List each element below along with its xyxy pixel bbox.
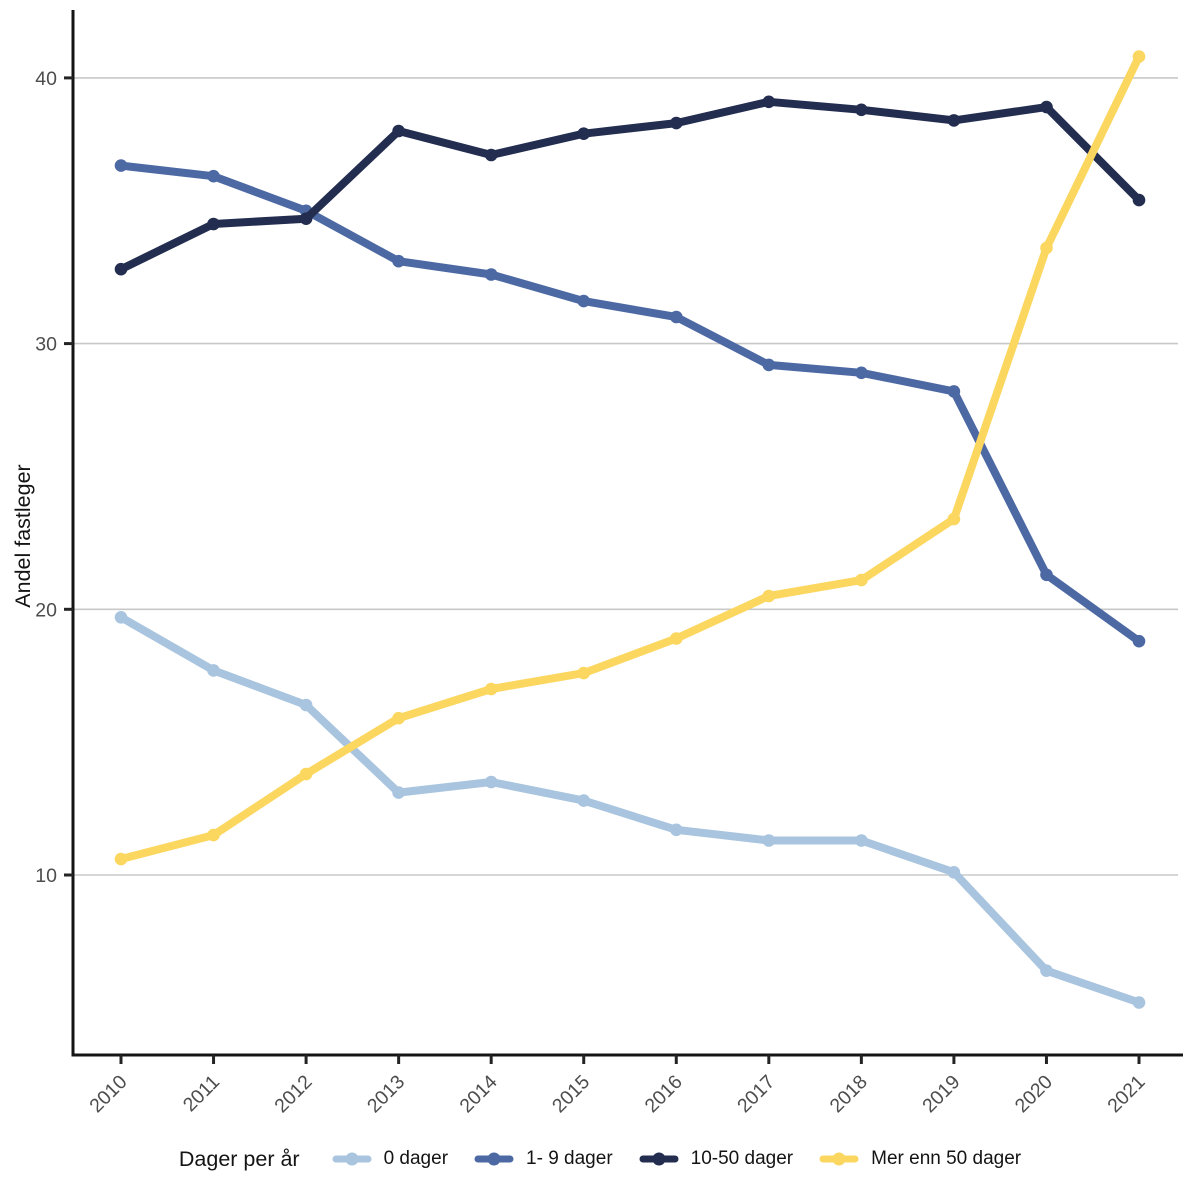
data-point-1-9-dager-2017 <box>762 358 776 372</box>
legend-items: 0 dager 1- 9 dager 10-50 dager Mer enn 50 d… <box>332 1148 1021 1170</box>
y-tick-label: 40 <box>35 68 57 90</box>
data-point-10-50-dager-2018 <box>855 103 868 117</box>
legend-label-10-50-dager: 10-50 dager <box>690 1148 794 1169</box>
data-point-0-dager-2013 <box>392 786 405 799</box>
data-point-10-50-dager-2017 <box>762 95 776 109</box>
legend-label-1-9-dager: 1- 9 dager <box>526 1148 613 1169</box>
data-point-1-9-dager-2014 <box>484 268 498 281</box>
legend-key-icon-10-50-dager <box>639 1152 679 1166</box>
legend-key-dot <box>345 1152 359 1166</box>
y-axis-title: Andel fastleger <box>11 464 35 607</box>
legend: Dager per år 0 dager 1- 9 dager 10-50 dage… <box>0 1118 1200 1200</box>
x-tick-label: 2018 <box>826 1071 872 1117</box>
legend-key-icon-0-dager <box>332 1152 372 1166</box>
legend-item-mer-enn-50-dager: Mer enn 50 dager <box>819 1148 1021 1170</box>
legend-label-0-dager: 0 dager <box>383 1148 449 1169</box>
legend-title: Dager per år <box>178 1146 300 1171</box>
data-point-mer-enn-50-dager-2020 <box>1040 241 1053 255</box>
x-tick-label: 2011 <box>179 1071 224 1116</box>
legend-key-icon-mer-enn-50-dager <box>819 1152 859 1166</box>
legend-key-dot <box>487 1152 501 1166</box>
x-tick-label: 2021 <box>1103 1071 1149 1117</box>
data-point-1-9-dager-2021 <box>1132 634 1146 648</box>
data-point-0-dager-2016 <box>670 823 683 837</box>
data-point-mer-enn-50-dager-2019 <box>947 512 961 526</box>
data-point-0-dager-2017 <box>762 834 776 847</box>
data-point-0-dager-2018 <box>855 834 868 847</box>
data-point-0-dager-2020 <box>1040 964 1053 977</box>
x-tick-label: 2013 <box>363 1071 409 1117</box>
data-point-mer-enn-50-dager-2018 <box>855 573 868 587</box>
data-point-mer-enn-50-dager-2021 <box>1132 50 1146 63</box>
data-point-mer-enn-50-dager-2015 <box>577 666 590 680</box>
data-point-10-50-dager-2012 <box>299 212 313 225</box>
data-point-1-9-dager-2010 <box>114 159 128 172</box>
data-point-mer-enn-50-dager-2011 <box>207 828 220 842</box>
data-point-1-9-dager-2016 <box>670 310 683 324</box>
legend-item-0-dager: 0 dager <box>332 1148 448 1170</box>
data-point-mer-enn-50-dager-2016 <box>670 632 683 645</box>
x-tick-label: 2012 <box>270 1071 316 1117</box>
legend-item-10-50-dager: 10-50 dager <box>639 1148 793 1170</box>
legend-label-mer-enn-50-dager: Mer enn 50 dager <box>871 1148 1022 1169</box>
data-point-1-9-dager-2019 <box>947 385 961 398</box>
series-line-mer-enn-50-dager <box>117 52 1143 864</box>
data-point-1-9-dager-2015 <box>577 294 590 308</box>
data-point-mer-enn-50-dager-2017 <box>762 589 776 603</box>
data-point-10-50-dager-2019 <box>947 114 961 127</box>
x-tick-label: 2014 <box>455 1071 501 1117</box>
legend-item-1-9-dager: 1- 9 dager <box>474 1148 613 1170</box>
data-point-1-9-dager-2013 <box>392 254 405 268</box>
x-tick-label: 2015 <box>548 1071 594 1117</box>
data-point-0-dager-2015 <box>577 794 590 807</box>
x-tick-label: 2017 <box>733 1071 779 1117</box>
data-point-10-50-dager-2021 <box>1132 193 1146 207</box>
data-point-mer-enn-50-dager-2013 <box>392 711 405 725</box>
series-line-0-dager <box>117 613 1143 1007</box>
legend-key-icon-1-9-dager <box>474 1152 514 1166</box>
data-point-10-50-dager-2015 <box>577 127 590 140</box>
data-point-0-dager-2010 <box>114 611 128 624</box>
data-point-10-50-dager-2016 <box>670 116 683 130</box>
x-tick-label: 2016 <box>641 1071 687 1117</box>
series-line-10-50-dager <box>117 97 1143 274</box>
data-point-1-9-dager-2018 <box>855 366 868 380</box>
data-point-10-50-dager-2010 <box>114 262 128 276</box>
data-point-1-9-dager-2011 <box>207 169 220 183</box>
legend-key-dot <box>832 1152 846 1166</box>
legend-key-dot <box>652 1152 666 1166</box>
data-point-1-9-dager-2020 <box>1040 568 1053 582</box>
data-point-0-dager-2014 <box>484 775 498 789</box>
data-point-10-50-dager-2014 <box>484 148 498 162</box>
data-point-10-50-dager-2020 <box>1040 100 1053 114</box>
data-point-0-dager-2019 <box>947 866 961 879</box>
data-point-mer-enn-50-dager-2010 <box>114 852 128 866</box>
data-point-mer-enn-50-dager-2014 <box>484 682 498 696</box>
line-chart: 10 20 30 40 2010 2011 2012 2013 2014 2015 2016 2017… <box>11 10 1183 1117</box>
data-point-mer-enn-50-dager-2012 <box>299 767 313 781</box>
data-point-0-dager-2021 <box>1132 996 1146 1009</box>
y-tick-label: 30 <box>35 334 57 356</box>
data-point-0-dager-2011 <box>207 664 220 677</box>
y-tick-label: 10 <box>35 865 57 887</box>
data-point-10-50-dager-2011 <box>207 217 220 231</box>
y-tick-label: 20 <box>35 599 57 621</box>
x-tick-label: 2020 <box>1011 1071 1057 1117</box>
series-line-1-9-dager <box>117 161 1143 646</box>
x-tick-label: 2019 <box>918 1071 964 1117</box>
data-point-10-50-dager-2013 <box>392 124 405 138</box>
x-tick-label: 2010 <box>85 1071 131 1117</box>
data-point-0-dager-2012 <box>299 698 313 712</box>
